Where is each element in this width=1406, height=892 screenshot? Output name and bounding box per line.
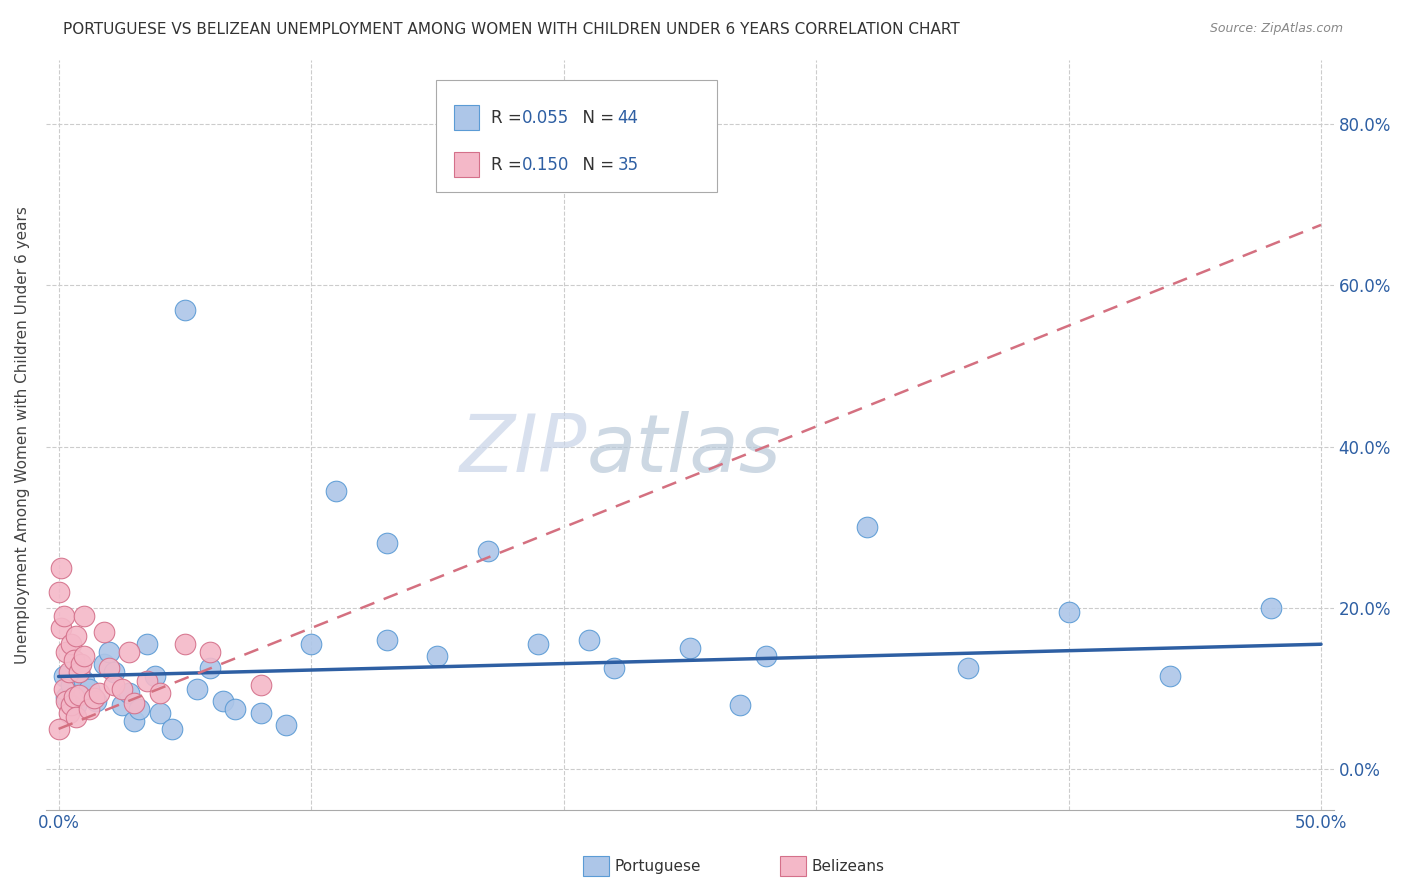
Point — [1260, 601, 1282, 615]
Point — [1057, 605, 1080, 619]
Point — [98, 645, 121, 659]
Text: R =: R = — [491, 109, 527, 127]
Point — [48, 584, 70, 599]
Point — [956, 661, 979, 675]
Text: Source: ZipAtlas.com: Source: ZipAtlas.com — [1209, 22, 1343, 36]
Point — [52, 609, 75, 624]
Point — [111, 681, 134, 696]
Point — [224, 702, 246, 716]
Point — [55, 645, 77, 659]
Point — [118, 685, 141, 699]
Point — [124, 696, 146, 710]
Point — [477, 544, 499, 558]
Point — [60, 677, 83, 691]
Point — [70, 657, 93, 672]
Point — [60, 698, 83, 712]
Point — [93, 625, 115, 640]
Point — [527, 637, 550, 651]
Point — [186, 681, 208, 696]
Point — [55, 694, 77, 708]
Point — [249, 706, 271, 720]
Point — [375, 536, 398, 550]
Point — [299, 637, 322, 651]
Point — [679, 641, 702, 656]
Text: 35: 35 — [617, 156, 638, 174]
Point — [62, 653, 84, 667]
Point — [375, 633, 398, 648]
Point — [103, 665, 125, 680]
Point — [67, 665, 90, 680]
Point — [52, 681, 75, 696]
Point — [578, 633, 600, 648]
Point — [198, 661, 221, 675]
Point — [274, 718, 297, 732]
Text: PORTUGUESE VS BELIZEAN UNEMPLOYMENT AMONG WOMEN WITH CHILDREN UNDER 6 YEARS CORR: PORTUGUESE VS BELIZEAN UNEMPLOYMENT AMON… — [63, 22, 960, 37]
Point — [67, 665, 90, 680]
Point — [603, 661, 626, 675]
Point — [58, 665, 80, 680]
Point — [49, 621, 72, 635]
Point — [58, 706, 80, 720]
Point — [60, 637, 83, 651]
Point — [62, 690, 84, 704]
Point — [173, 637, 195, 651]
Point — [754, 649, 776, 664]
Point — [426, 649, 449, 664]
Point — [855, 520, 877, 534]
Text: atlas: atlas — [586, 410, 782, 489]
Point — [730, 698, 752, 712]
Point — [143, 669, 166, 683]
Text: 44: 44 — [617, 109, 638, 127]
Point — [87, 685, 110, 699]
Point — [70, 685, 93, 699]
Text: Portuguese: Portuguese — [614, 859, 702, 873]
Point — [198, 645, 221, 659]
Point — [325, 483, 347, 498]
Point — [124, 714, 146, 728]
Point — [93, 657, 115, 672]
Point — [52, 669, 75, 683]
Text: R =: R = — [491, 156, 527, 174]
Point — [160, 722, 183, 736]
Point — [55, 690, 77, 704]
Text: 0.055: 0.055 — [522, 109, 569, 127]
Point — [136, 637, 159, 651]
Text: N =: N = — [572, 156, 620, 174]
Point — [65, 698, 87, 712]
Point — [49, 560, 72, 574]
Point — [128, 702, 150, 716]
Point — [73, 609, 96, 624]
Point — [83, 691, 105, 706]
Point — [98, 661, 121, 675]
Point — [77, 702, 100, 716]
Point — [149, 685, 172, 699]
Y-axis label: Unemployment Among Women with Children Under 6 years: Unemployment Among Women with Children U… — [15, 206, 30, 664]
Text: N =: N = — [572, 109, 620, 127]
Point — [67, 688, 90, 702]
Point — [111, 698, 134, 712]
Point — [77, 681, 100, 696]
Text: Belizeans: Belizeans — [811, 859, 884, 873]
Point — [136, 673, 159, 688]
Point — [65, 710, 87, 724]
Point — [65, 629, 87, 643]
Point — [149, 706, 172, 720]
Text: 0.150: 0.150 — [522, 156, 569, 174]
Text: ZIP: ZIP — [460, 410, 586, 489]
Point — [48, 722, 70, 736]
Point — [86, 694, 108, 708]
Point — [103, 677, 125, 691]
Point — [73, 649, 96, 664]
Point — [249, 677, 271, 691]
Point — [118, 645, 141, 659]
Point — [173, 302, 195, 317]
Point — [73, 673, 96, 688]
Point — [211, 694, 233, 708]
Point — [1159, 669, 1181, 683]
